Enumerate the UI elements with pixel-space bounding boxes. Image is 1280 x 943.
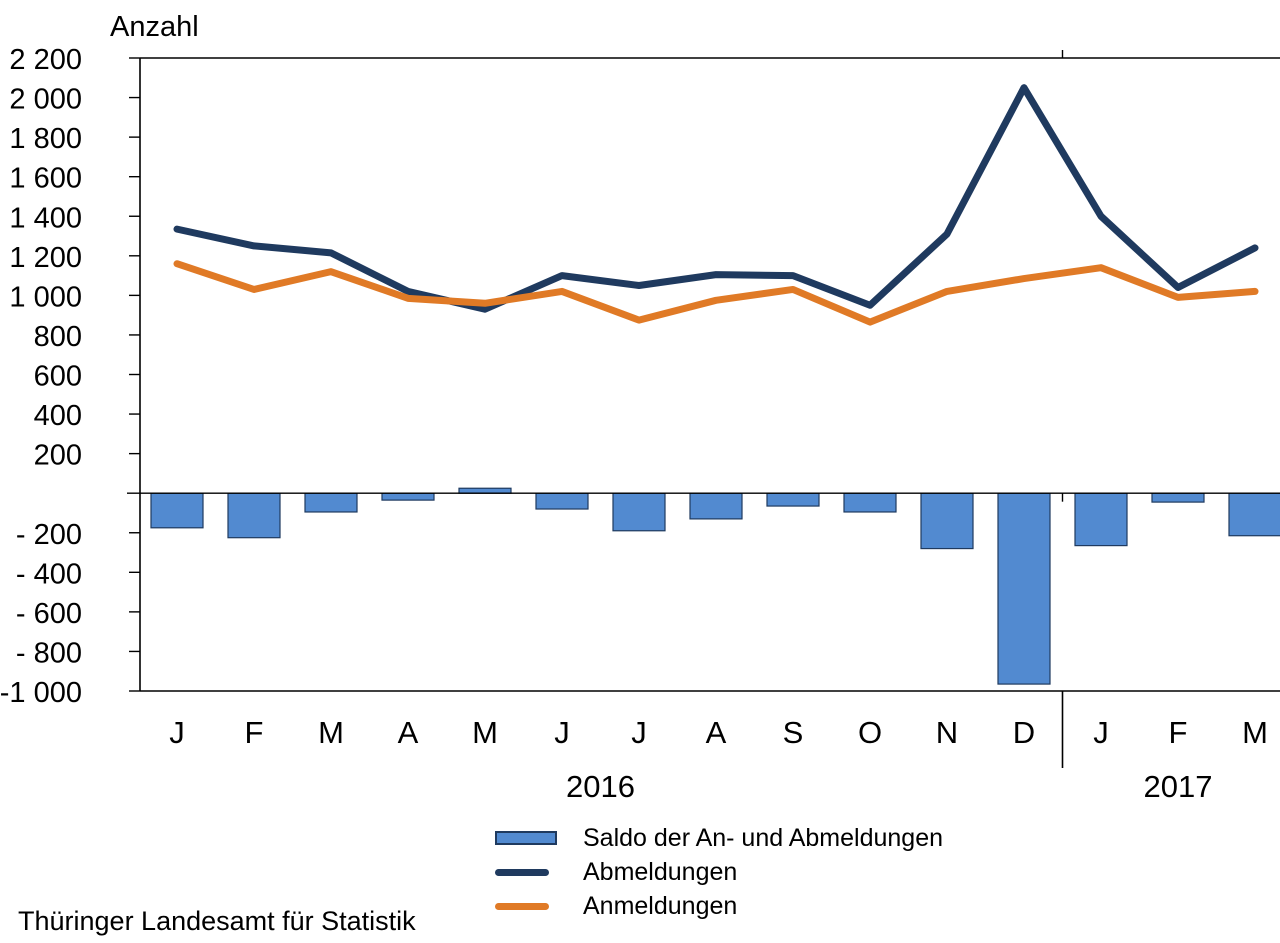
y-axis-tick-label: - 400 [16, 558, 82, 590]
saldo-bar [997, 492, 1051, 685]
x-axis-month-label: A [398, 715, 419, 750]
legend-label-saldo: Saldo der An- und Abmeldungen [583, 824, 943, 852]
y-axis-tick-label: 2 200 [9, 44, 82, 76]
y-axis-title: Anzahl [110, 11, 199, 43]
y-axis-tick-label: 1 200 [9, 242, 82, 274]
legend-item-abmeldungen: Abmeldungen [495, 855, 1015, 889]
saldo-bar [535, 492, 589, 510]
abmeldungen-line-swatch-icon [495, 868, 549, 876]
x-axis-month-label: O [858, 715, 882, 750]
y-axis-tick-label: 800 [34, 321, 82, 353]
y-axis-tick-label: 2 000 [9, 84, 82, 116]
x-axis-year-label: 2017 [1144, 769, 1213, 804]
saldo-bar [458, 487, 512, 494]
x-axis-year-label: 2016 [566, 769, 635, 804]
y-axis-tick-label: 600 [34, 361, 82, 393]
chart-plot-area: 2 200 2 000 1 800 1 600 1 400 1 200 1 000 800 60… [0, 44, 1280, 804]
x-axis-month-label: J [1093, 715, 1109, 750]
y-axis-tick-label: 1 600 [9, 163, 82, 195]
x-axis-month-label: A [706, 715, 727, 750]
y-axis-tick-label: - 800 [16, 637, 82, 669]
saldo-bar [1074, 492, 1128, 547]
source-text: Thüringer Landesamt für Statistik [18, 906, 416, 936]
y-axis-tick-label: - 200 [16, 519, 82, 551]
y-axis-tick-label: -1 000 [0, 677, 82, 709]
saldo-bar [1228, 492, 1280, 537]
x-axis-month-label: M [472, 715, 498, 750]
abmeldungen-line [173, 84, 1259, 313]
saldo-bar [766, 492, 820, 507]
saldo-bar [689, 492, 743, 520]
saldo-bar [1151, 492, 1205, 503]
y-axis-tick-label: 200 [34, 440, 82, 472]
saldo-bar [381, 492, 435, 501]
saldo-bar [612, 492, 666, 532]
y-axis-tick-label: 1 000 [9, 281, 82, 313]
saldo-bar-swatch-icon [495, 831, 557, 845]
x-axis-month-label: D [1013, 715, 1035, 750]
saldo-bar [843, 492, 897, 513]
saldo-bar [150, 492, 204, 529]
saldo-bar [304, 492, 358, 513]
legend-item-anmeldungen: Anmeldungen [495, 889, 1015, 923]
x-axis-month-label: N [936, 715, 958, 750]
x-axis-month-label: M [318, 715, 344, 750]
x-axis-month-label: J [631, 715, 647, 750]
anmeldungen-line [173, 260, 1259, 326]
x-axis-month-label: F [1169, 715, 1188, 750]
y-axis-tick-label: 400 [34, 400, 82, 432]
x-axis-month-label: J [169, 715, 185, 750]
y-axis-tick-label: 1 400 [9, 202, 82, 234]
x-axis-month-label: S [783, 715, 804, 750]
saldo-bar [227, 492, 281, 539]
y-axis-tick-label: 1 800 [9, 123, 82, 155]
legend-item-saldo: Saldo der An- und Abmeldungen [495, 821, 1015, 855]
legend-label-anmeldungen: Anmeldungen [583, 892, 738, 920]
y-axis-tick-label: - 600 [16, 598, 82, 630]
saldo-bar [920, 492, 974, 550]
chart-legend: Saldo der An- und Abmeldungen Abmeldunge… [495, 821, 1015, 923]
legend-label-abmeldungen: Abmeldungen [583, 858, 738, 886]
x-axis-month-label: F [245, 715, 264, 750]
x-axis-month-label: M [1242, 715, 1268, 750]
anmeldungen-line-swatch-icon [495, 902, 549, 910]
x-axis-month-label: J [554, 715, 570, 750]
